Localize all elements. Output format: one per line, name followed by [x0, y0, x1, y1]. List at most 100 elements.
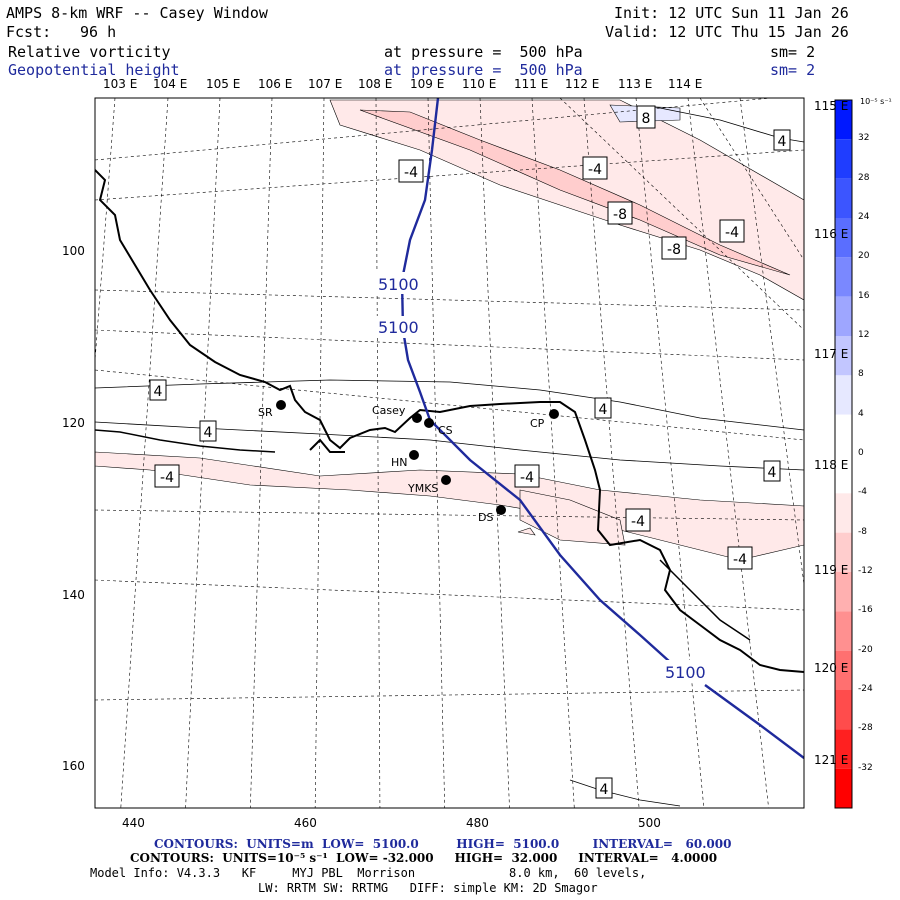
colorbar-tick-label: 16 [858, 290, 870, 301]
footer-physics-info: LW: RRTM SW: RRTMG DIFF: simple KM: 2D S… [258, 881, 598, 895]
coastline [95, 169, 804, 673]
svg-text:-8: -8 [667, 242, 681, 258]
map-area [95, 98, 804, 808]
vort-label: -4 [154, 464, 180, 488]
station-marker [441, 475, 451, 485]
svg-text:4: 4 [778, 134, 787, 150]
svg-text:-4: -4 [725, 225, 739, 241]
colorbar-swatch [835, 611, 852, 651]
x-tick-label: 460 [294, 816, 317, 830]
station-marker [412, 413, 422, 423]
x-tick-label: 440 [122, 816, 145, 830]
colorbar-swatch [835, 532, 852, 572]
height-labels: 5100 5100 5100 [376, 272, 714, 682]
colorbar-tick-label: 28 [858, 172, 870, 183]
colorbar-tick-label: -32 [858, 762, 873, 773]
colorbar-swatch [835, 100, 852, 140]
colorbar-swatch [835, 257, 852, 297]
vort-contour [95, 379, 804, 431]
plot-title: AMPS 8-km WRF -- Casey Window [6, 4, 268, 22]
station-marker [276, 400, 286, 410]
longitude-label-top: 103 E [103, 77, 138, 91]
colorbar-swatch [835, 178, 852, 218]
longitude-label-top: 114 E [668, 77, 703, 91]
station-label: DS [478, 511, 493, 524]
colorbar-swatch [835, 729, 852, 769]
init-time: Init: 12 UTC Sun 11 Jan 26 [614, 4, 849, 22]
colorbar-tick-label: 20 [858, 251, 870, 262]
svg-text:-4: -4 [160, 470, 174, 486]
longitude-label-top: 109 E [410, 77, 445, 91]
colorbar-tick-label: -4 [858, 487, 867, 498]
station-marker [549, 409, 559, 419]
longitude-label-top: 113 E [618, 77, 653, 91]
longitude-label-top: 108 E [358, 77, 393, 91]
colorbar-tick-label: -8 [858, 526, 867, 537]
vort-label: -4 [625, 508, 651, 532]
svg-text:4: 4 [154, 384, 163, 400]
vort-label: -4 [582, 156, 608, 180]
longitude-label-right: 116 E [814, 227, 849, 241]
longitude-label-right: 115 E [814, 99, 849, 113]
station-label: Casey [372, 404, 406, 417]
longitude-label-right: 120 E [814, 661, 849, 675]
colorbar-swatch [835, 296, 852, 336]
colorbar-swatch [835, 650, 852, 690]
longitude-label-right: 121 E [814, 753, 849, 767]
longitude-label-top: 110 E [462, 77, 497, 91]
vort-label: -8 [661, 236, 687, 260]
colorbar-swatch [835, 414, 852, 454]
x-tick-label: 480 [466, 816, 489, 830]
colorbar-tick-label: 32 [858, 133, 870, 144]
colorbar-units: 10⁻⁵ s⁻¹ [860, 97, 892, 106]
station-marker [496, 505, 506, 515]
svg-text:4: 4 [204, 425, 213, 441]
coastline-inlet [309, 438, 345, 453]
vort-shade-band-north-strong [359, 109, 791, 276]
vort-label: -4 [398, 159, 424, 183]
svg-text:4: 4 [768, 465, 777, 481]
colorbar-tick-label: -24 [858, 684, 873, 694]
longitude-label-right: 117 E [814, 347, 849, 361]
colorbar-tick-label: -28 [858, 723, 873, 734]
longitude-label-top: 106 E [258, 77, 293, 91]
vort-label: -4 [719, 219, 745, 243]
footer-vort-contours: CONTOURS: UNITS=10⁻⁵ s⁻¹ LOW= -32.000 HI… [130, 851, 718, 865]
station-marker [409, 450, 419, 460]
colorbar-tick-label: -12 [858, 566, 873, 576]
height-label: 5100 [378, 318, 419, 337]
station-label: CS [438, 424, 453, 437]
longitude-label-top: 112 E [565, 77, 600, 91]
vort-shade-small [517, 527, 536, 536]
coastline-west [95, 429, 276, 453]
field2-smoothing: sm= 2 [770, 61, 816, 79]
vort-label: -8 [607, 201, 633, 225]
vort-label: -4 [727, 546, 753, 570]
field1-smoothing: sm= 2 [770, 43, 816, 61]
stations: SR Casey CS CP HN YMKS DS [258, 400, 559, 524]
longitude-label-top: 107 E [308, 77, 343, 91]
vort-label: 8 [636, 105, 656, 129]
y-tick-label: 160 [62, 759, 85, 773]
y-tick-label: 120 [62, 416, 85, 430]
vort-label: 4 [773, 129, 791, 151]
colorbar-tick-label: 4 [858, 408, 864, 419]
colorbar [834, 99, 853, 809]
vort-shade-band-south [95, 451, 804, 561]
vort-label: 4 [149, 379, 167, 401]
svg-text:-4: -4 [588, 162, 602, 178]
colorbar-swatch [835, 139, 852, 179]
colorbar-swatch [835, 336, 852, 376]
colorbar-swatch [835, 572, 852, 612]
longitude-label-right: 119 E [814, 563, 849, 577]
field1-pressure: at pressure = 500 hPa [384, 43, 583, 61]
colorbar-tick-label: -20 [858, 644, 873, 655]
valid-time: Valid: 12 UTC Thu 15 Jan 26 [605, 23, 849, 41]
field2-pressure: at pressure = 500 hPa [384, 61, 583, 79]
vort-label: 4 [763, 460, 781, 482]
field2-name: Geopotential height [8, 61, 180, 79]
station-marker [424, 418, 434, 428]
graticule [95, 98, 804, 808]
y-tick-label: 100 [62, 244, 85, 258]
